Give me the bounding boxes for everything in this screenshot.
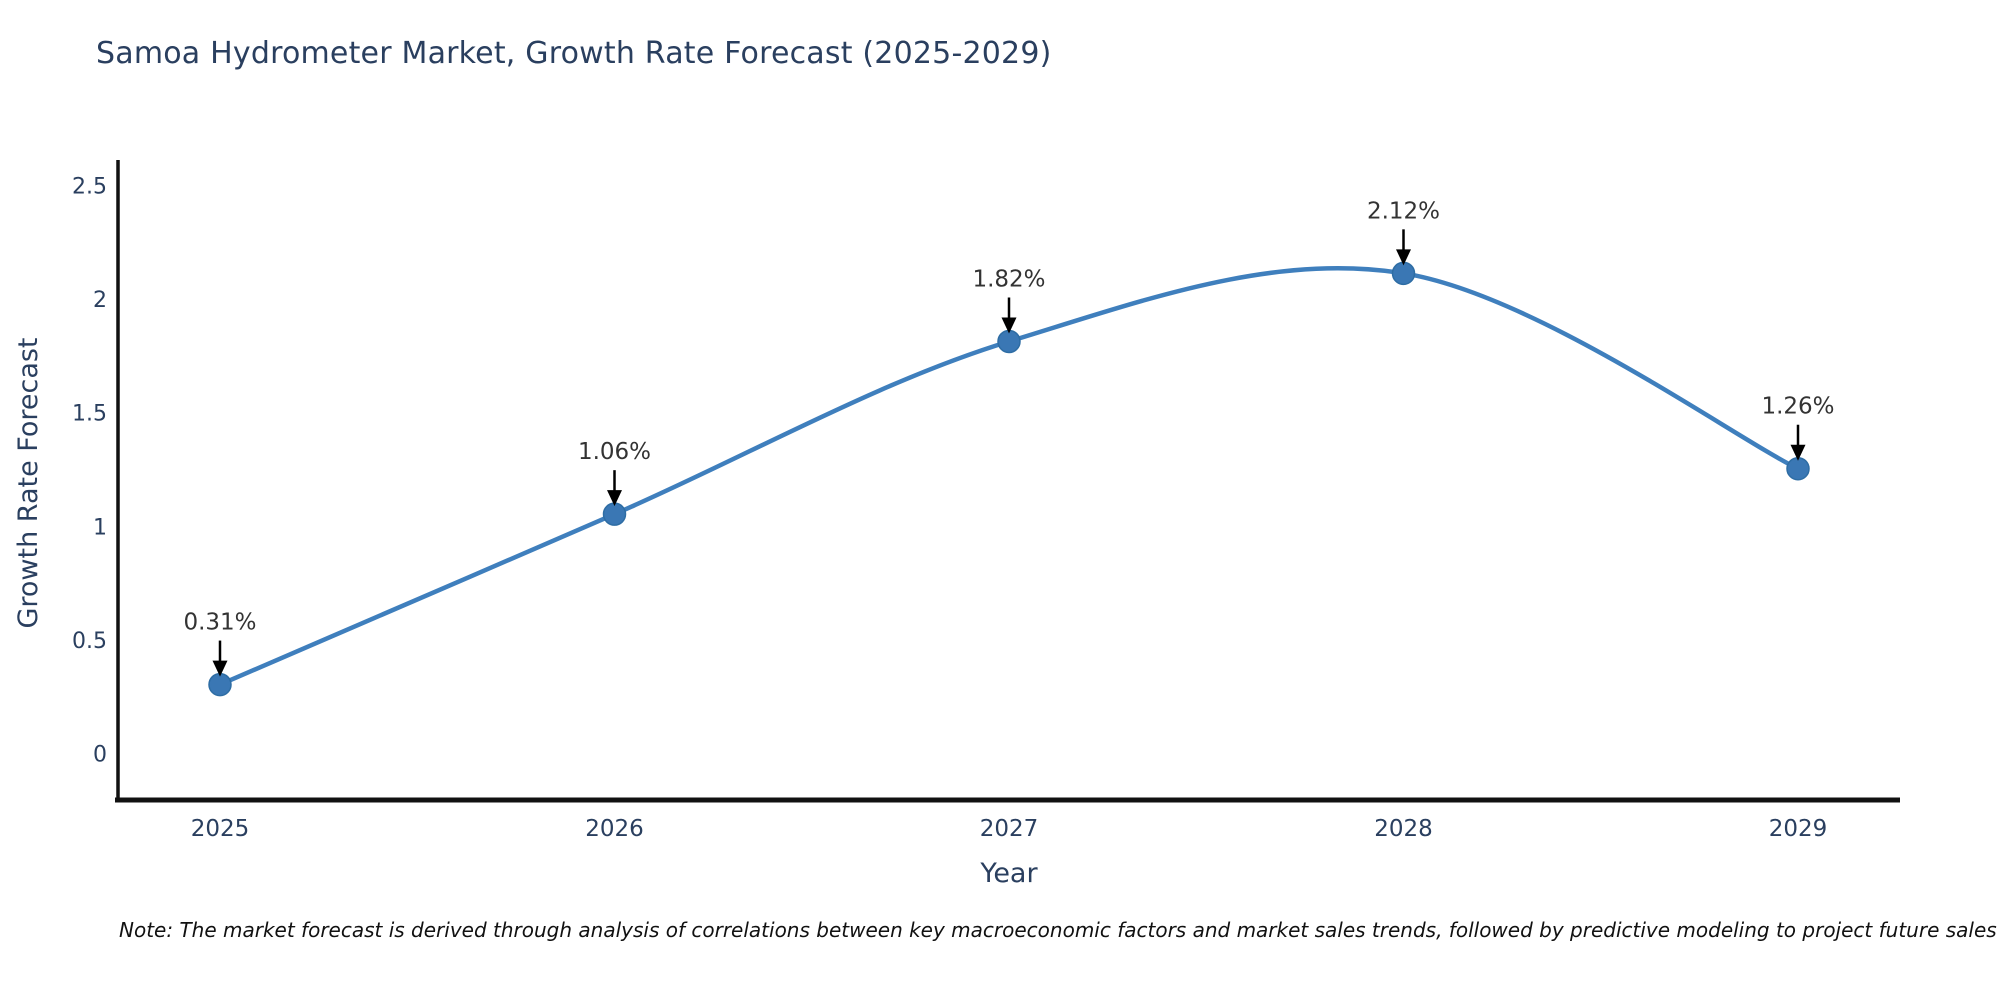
data-point-marker: [997, 329, 1021, 354]
data-point-marker: [208, 672, 232, 697]
chart-footnote: Note: The market forecast is derived thr…: [119, 918, 1997, 942]
y-tick-label: 0: [93, 743, 107, 768]
annotation-arrow-head: [607, 490, 622, 507]
annotation-arrow-head: [1001, 317, 1017, 334]
data-point-marker: [1786, 456, 1810, 481]
y-tick-label: 1: [93, 515, 107, 540]
data-point-marker: [602, 502, 627, 526]
data-point-label: 1.06%: [578, 439, 651, 465]
y-tick-label: 0.5: [72, 629, 107, 654]
annotation-arrow-head: [1790, 444, 1806, 461]
data-point-label: 0.31%: [183, 610, 256, 636]
data-point-label: 1.26%: [1761, 394, 1834, 420]
y-tick-label: 1.5: [72, 402, 107, 427]
annotation-arrow-head: [212, 660, 228, 677]
y-tick-label: 2: [93, 288, 107, 313]
x-tick-label: 2026: [585, 816, 644, 842]
annotation-arrow-head: [1396, 249, 1411, 266]
x-tick-label: 2025: [191, 816, 250, 842]
data-point-marker: [1391, 261, 1416, 286]
y-tick-label: 2.5: [72, 175, 107, 200]
data-point-label: 1.82%: [972, 266, 1045, 292]
data-point-label: 2.12%: [1367, 198, 1440, 224]
x-tick-label: 2027: [980, 816, 1039, 842]
x-tick-label: 2028: [1374, 816, 1433, 842]
x-tick-label: 2029: [1769, 816, 1828, 842]
chart-title: Samoa Hydrometer Market, Growth Rate For…: [96, 36, 1052, 71]
x-axis-title: Year: [980, 858, 1038, 889]
